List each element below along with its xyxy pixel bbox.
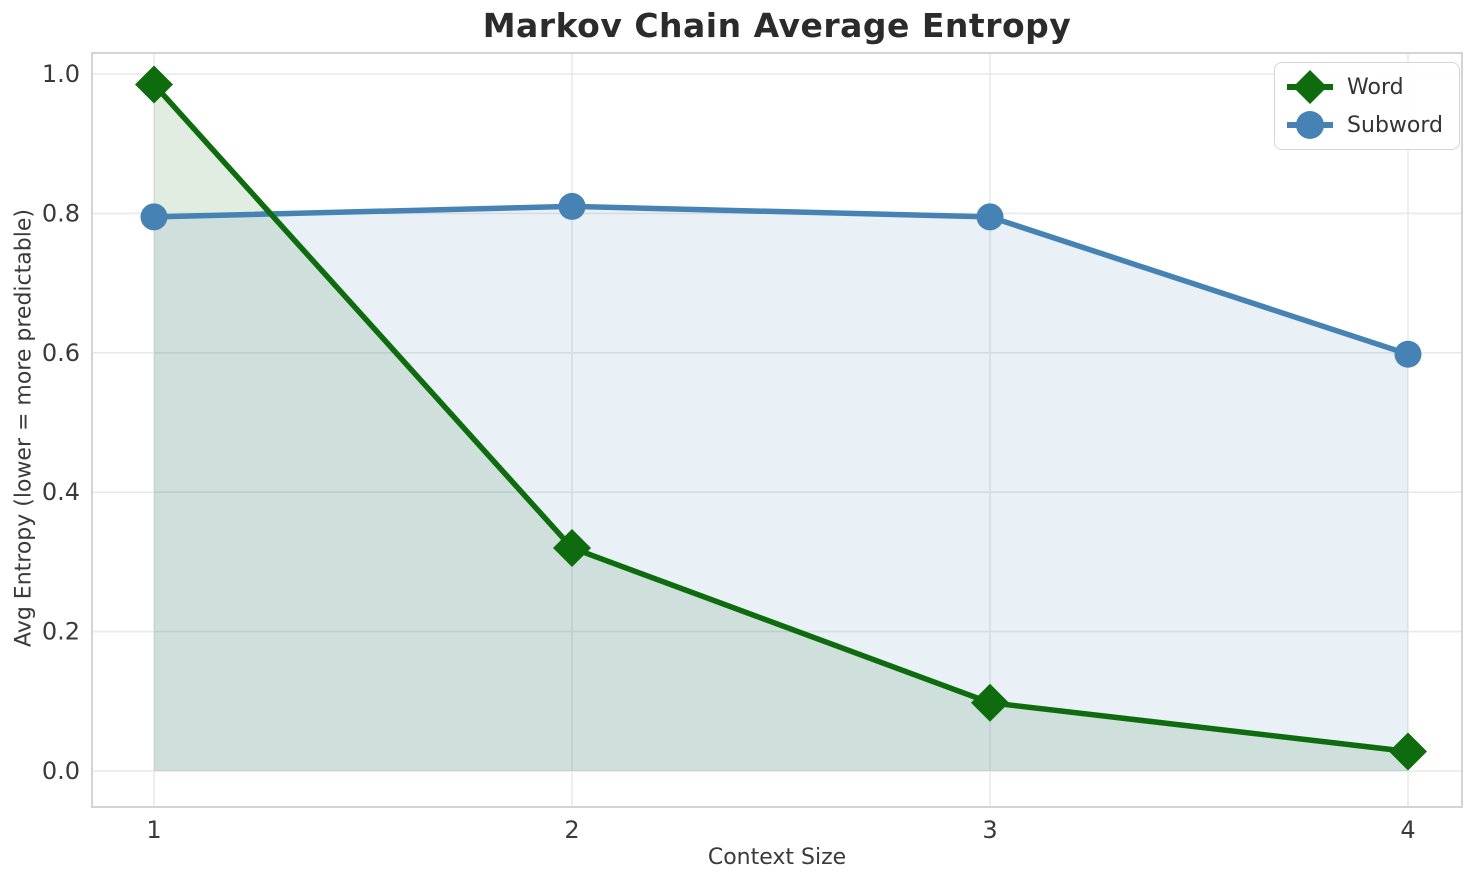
x-tick-label: 1 xyxy=(146,816,161,844)
x-tick-label: 2 xyxy=(564,816,579,844)
y-tick-label: 0.2 xyxy=(42,618,80,646)
subword-circle-icon xyxy=(1287,111,1334,139)
legend: Word Subword xyxy=(1274,62,1460,150)
x-axis-label: Context Size xyxy=(707,845,847,870)
x-tick-label: 3 xyxy=(982,816,997,844)
legend-item-subword: Subword xyxy=(1285,107,1443,143)
y-tick-label: 0.8 xyxy=(42,199,80,227)
y-tick-label: 0.6 xyxy=(42,339,80,367)
y-tick-label: 0.4 xyxy=(42,478,80,506)
y-axis-label: Avg Entropy (lower = more predictable) xyxy=(11,209,37,647)
legend-item-word: Word xyxy=(1285,69,1443,105)
chart-title: Markov Chain Average Entropy xyxy=(482,6,1072,45)
x-tick-label: 4 xyxy=(1400,816,1415,844)
y-tick-label: 0.0 xyxy=(42,757,80,785)
legend-label-word: Word xyxy=(1347,74,1404,100)
word-diamond-icon xyxy=(1287,70,1334,104)
legend-label-subword: Subword xyxy=(1347,112,1443,138)
y-tick-label: 1.0 xyxy=(42,60,80,88)
